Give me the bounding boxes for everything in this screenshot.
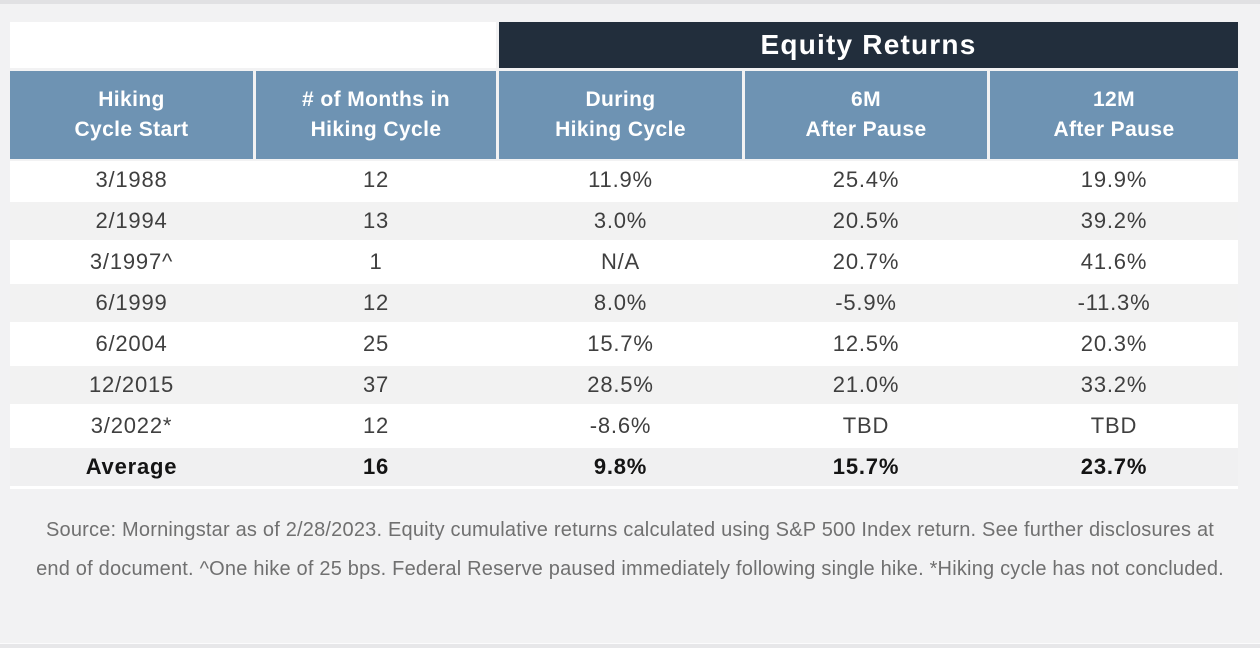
table-cell: -5.9% (835, 290, 897, 315)
average-row: Average 16 9.8% 15.7% 23.7% (10, 448, 1238, 489)
table-cell: 3/1988 (95, 167, 168, 192)
table-cell: 6/2004 (95, 331, 168, 356)
table-cell: N/A (600, 249, 641, 274)
table-cell: 39.2% (1080, 208, 1148, 233)
column-header-label: 12M (1092, 88, 1136, 111)
table-cell: 13 (362, 208, 390, 233)
table-cell: 21.0% (832, 372, 900, 397)
table-cell: 25 (362, 331, 390, 356)
table-group-header-row: Equity Returns (10, 22, 1238, 68)
table-cell: 12 (362, 167, 390, 192)
column-header-label: After Pause (1053, 118, 1175, 141)
table-cell: 9.8% (593, 454, 648, 479)
table-cell: -8.6% (589, 413, 652, 438)
table-row: 6/1999 12 8.0% -5.9% -11.3% (10, 284, 1238, 325)
hiking-cycle-returns-table: Equity Returns Hiking Cycle Start # of M… (10, 22, 1238, 489)
column-header-label: # of Months in (302, 88, 450, 111)
page-top-divider (0, 0, 1260, 4)
table-cell: 3/2022* (90, 413, 173, 438)
page-bottom-divider (0, 643, 1260, 648)
table-cell: TBD (1090, 413, 1138, 438)
table-cell: 15.7% (587, 331, 654, 356)
table-cell: 15.7% (832, 454, 900, 479)
table-cell: 20.3% (1080, 331, 1148, 356)
column-header-months-in-hiking-cycle: # of Months in Hiking Cycle (256, 71, 496, 159)
column-header-12m-after-pause: 12M After Pause (990, 71, 1238, 159)
table-row: 3/1988 12 11.9% 25.4% 19.9% (10, 161, 1238, 202)
table-cell: 6/1999 (95, 290, 168, 315)
column-header-label: Hiking (98, 88, 165, 111)
column-header-label: 6M (851, 88, 881, 111)
table-cell: 37 (362, 372, 390, 397)
table-cell: 3/1997^ (89, 249, 174, 274)
table-cell: 2/1994 (95, 208, 168, 233)
column-header-during-hiking-cycle: During Hiking Cycle (499, 71, 742, 159)
column-header-label: Hiking Cycle (310, 118, 442, 141)
column-header-hiking-cycle-start: Hiking Cycle Start (10, 71, 253, 159)
table-cell: Average (85, 454, 178, 479)
table-row: 3/1997^ 1 N/A 20.7% 41.6% (10, 243, 1238, 284)
table-cell: TBD (842, 413, 890, 438)
table-row: 3/2022* 12 -8.6% TBD TBD (10, 407, 1238, 448)
table-cell: 8.0% (593, 290, 648, 315)
table-cell: 16 (362, 454, 390, 479)
column-header-label: After Pause (805, 118, 927, 141)
table-cell: 12/2015 (88, 372, 175, 397)
table-row: 2/1994 13 3.0% 20.5% 39.2% (10, 202, 1238, 243)
table-row: 12/2015 37 28.5% 21.0% 33.2% (10, 366, 1238, 407)
table-cell: 25.4% (832, 167, 900, 192)
table-cell: 33.2% (1080, 372, 1148, 397)
table-cell: 41.6% (1080, 249, 1148, 274)
table-cell: 1 (369, 249, 383, 274)
column-header-label: Cycle Start (74, 118, 189, 141)
table-cell: -11.3% (1077, 290, 1151, 315)
table-cell: 11.9% (588, 167, 653, 192)
table-body: 3/1988 12 11.9% 25.4% 19.9% 2/1994 13 3.… (10, 161, 1238, 489)
column-header-label: Hiking Cycle (555, 118, 686, 141)
table-cell: 12.5% (832, 331, 900, 356)
table-cell: 28.5% (587, 372, 654, 397)
table-cell: 20.7% (832, 249, 900, 274)
table-column-header-row: Hiking Cycle Start # of Months in Hiking… (10, 71, 1238, 159)
table-cell: 12 (362, 290, 390, 315)
table-cell: 19.9% (1080, 167, 1148, 192)
source-footnote: Source: Morningstar as of 2/28/2023. Equ… (36, 519, 1224, 580)
table-cell: 3.0% (593, 208, 648, 233)
table-cell: 20.5% (832, 208, 900, 233)
equity-returns-group-header: Equity Returns (499, 22, 1238, 68)
column-header-6m-after-pause: 6M After Pause (745, 71, 987, 159)
column-header-label: During (585, 88, 656, 111)
table-cell: 23.7% (1080, 454, 1148, 479)
table-cell: 12 (362, 413, 390, 438)
table-corner-spacer (10, 22, 496, 68)
table-row: 6/2004 25 15.7% 12.5% 20.3% (10, 325, 1238, 366)
